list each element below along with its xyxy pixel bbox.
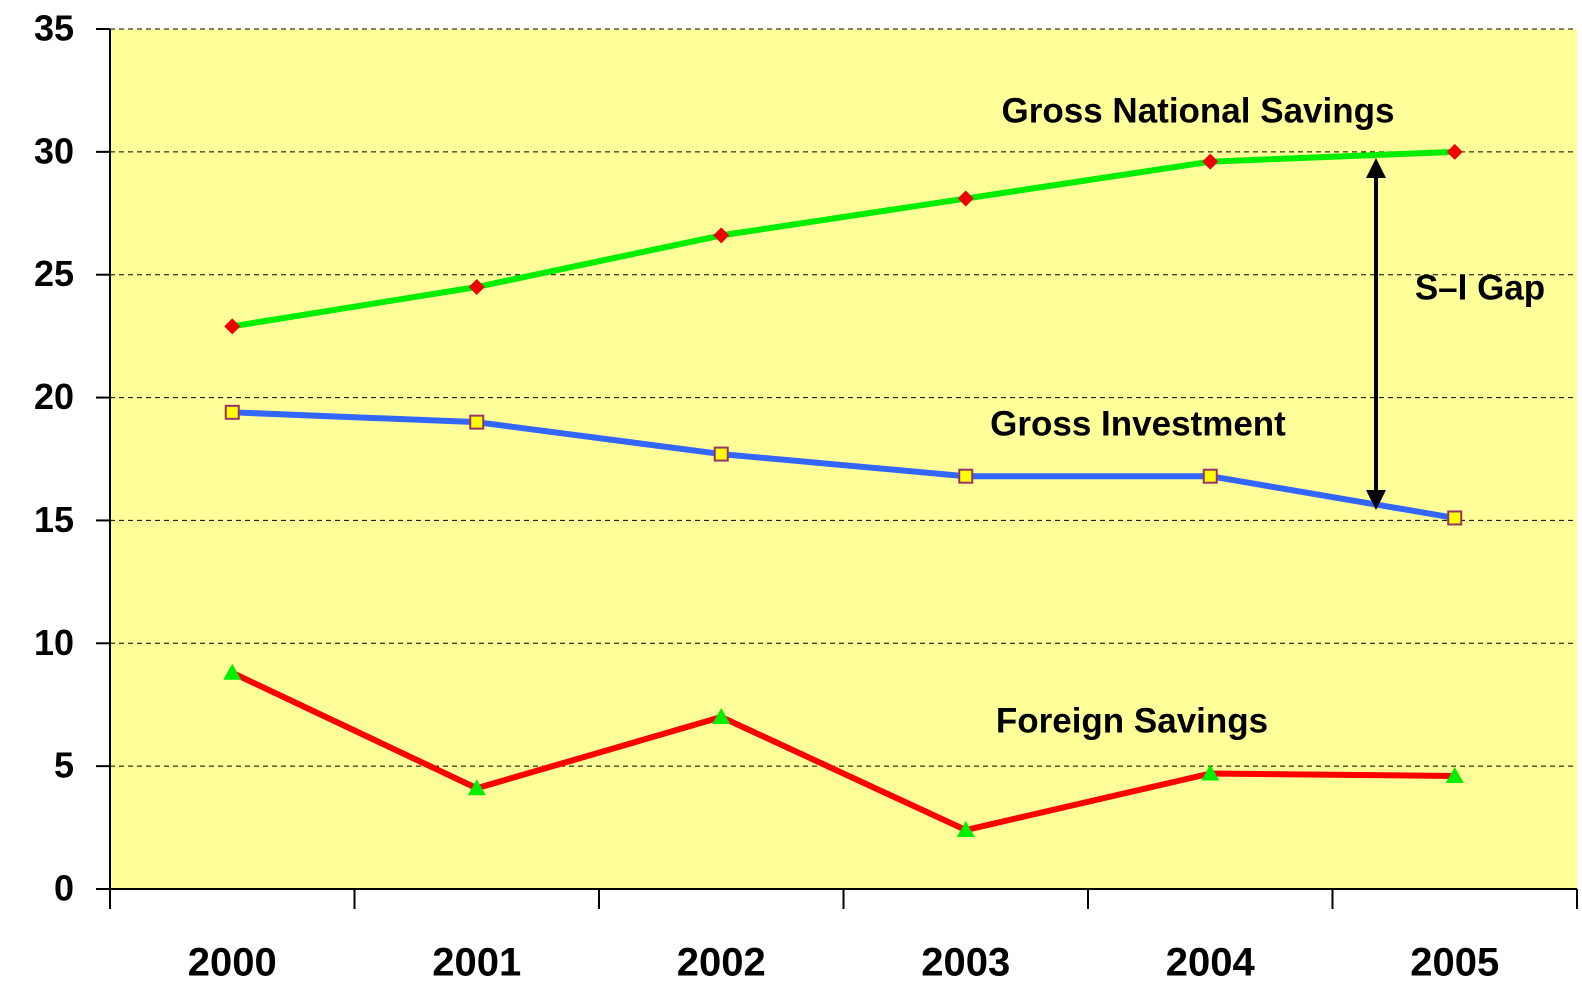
marker bbox=[956, 821, 975, 838]
series-label: Foreign Savings bbox=[996, 701, 1268, 740]
marker bbox=[1202, 153, 1219, 170]
annotation: S–I Gap bbox=[1415, 268, 1545, 307]
marker bbox=[1445, 766, 1464, 783]
marker bbox=[713, 446, 729, 462]
marker bbox=[958, 468, 974, 484]
marker bbox=[1202, 468, 1218, 484]
marker bbox=[223, 663, 242, 680]
x-tick-label: 2003 bbox=[921, 941, 1010, 985]
y-tick-label: 30 bbox=[34, 130, 74, 171]
series-line bbox=[230, 670, 1455, 834]
marker bbox=[957, 190, 974, 207]
plot-area bbox=[110, 29, 1577, 889]
x-tick-label: 2004 bbox=[1166, 941, 1256, 985]
x-tick-label: 2001 bbox=[432, 941, 521, 985]
x-tick-label: 2002 bbox=[677, 941, 766, 985]
y-tick-label: 0 bbox=[54, 868, 74, 909]
y-tick-label: 10 bbox=[34, 622, 74, 663]
series-line bbox=[232, 409, 1456, 521]
x-tick-label: 2000 bbox=[188, 941, 277, 985]
series-line bbox=[231, 148, 1455, 330]
x-tick-label: 2005 bbox=[1410, 941, 1499, 985]
series-label: Gross Investment bbox=[990, 404, 1286, 443]
marker bbox=[713, 227, 730, 244]
marker bbox=[224, 404, 240, 420]
y-tick-label: 5 bbox=[54, 745, 74, 786]
marker bbox=[1446, 143, 1463, 160]
marker bbox=[712, 708, 731, 724]
y-tick-label: 20 bbox=[34, 376, 74, 417]
y-tick-label: 35 bbox=[34, 8, 74, 49]
y-tick-label: 25 bbox=[34, 253, 74, 294]
marker bbox=[467, 779, 486, 796]
y-tick-label: 15 bbox=[34, 499, 74, 540]
marker bbox=[1447, 510, 1463, 526]
marker bbox=[468, 279, 485, 295]
marker bbox=[1201, 764, 1220, 781]
marker bbox=[224, 318, 241, 335]
series-label: Gross National Savings bbox=[1002, 91, 1395, 130]
marker bbox=[469, 414, 485, 430]
